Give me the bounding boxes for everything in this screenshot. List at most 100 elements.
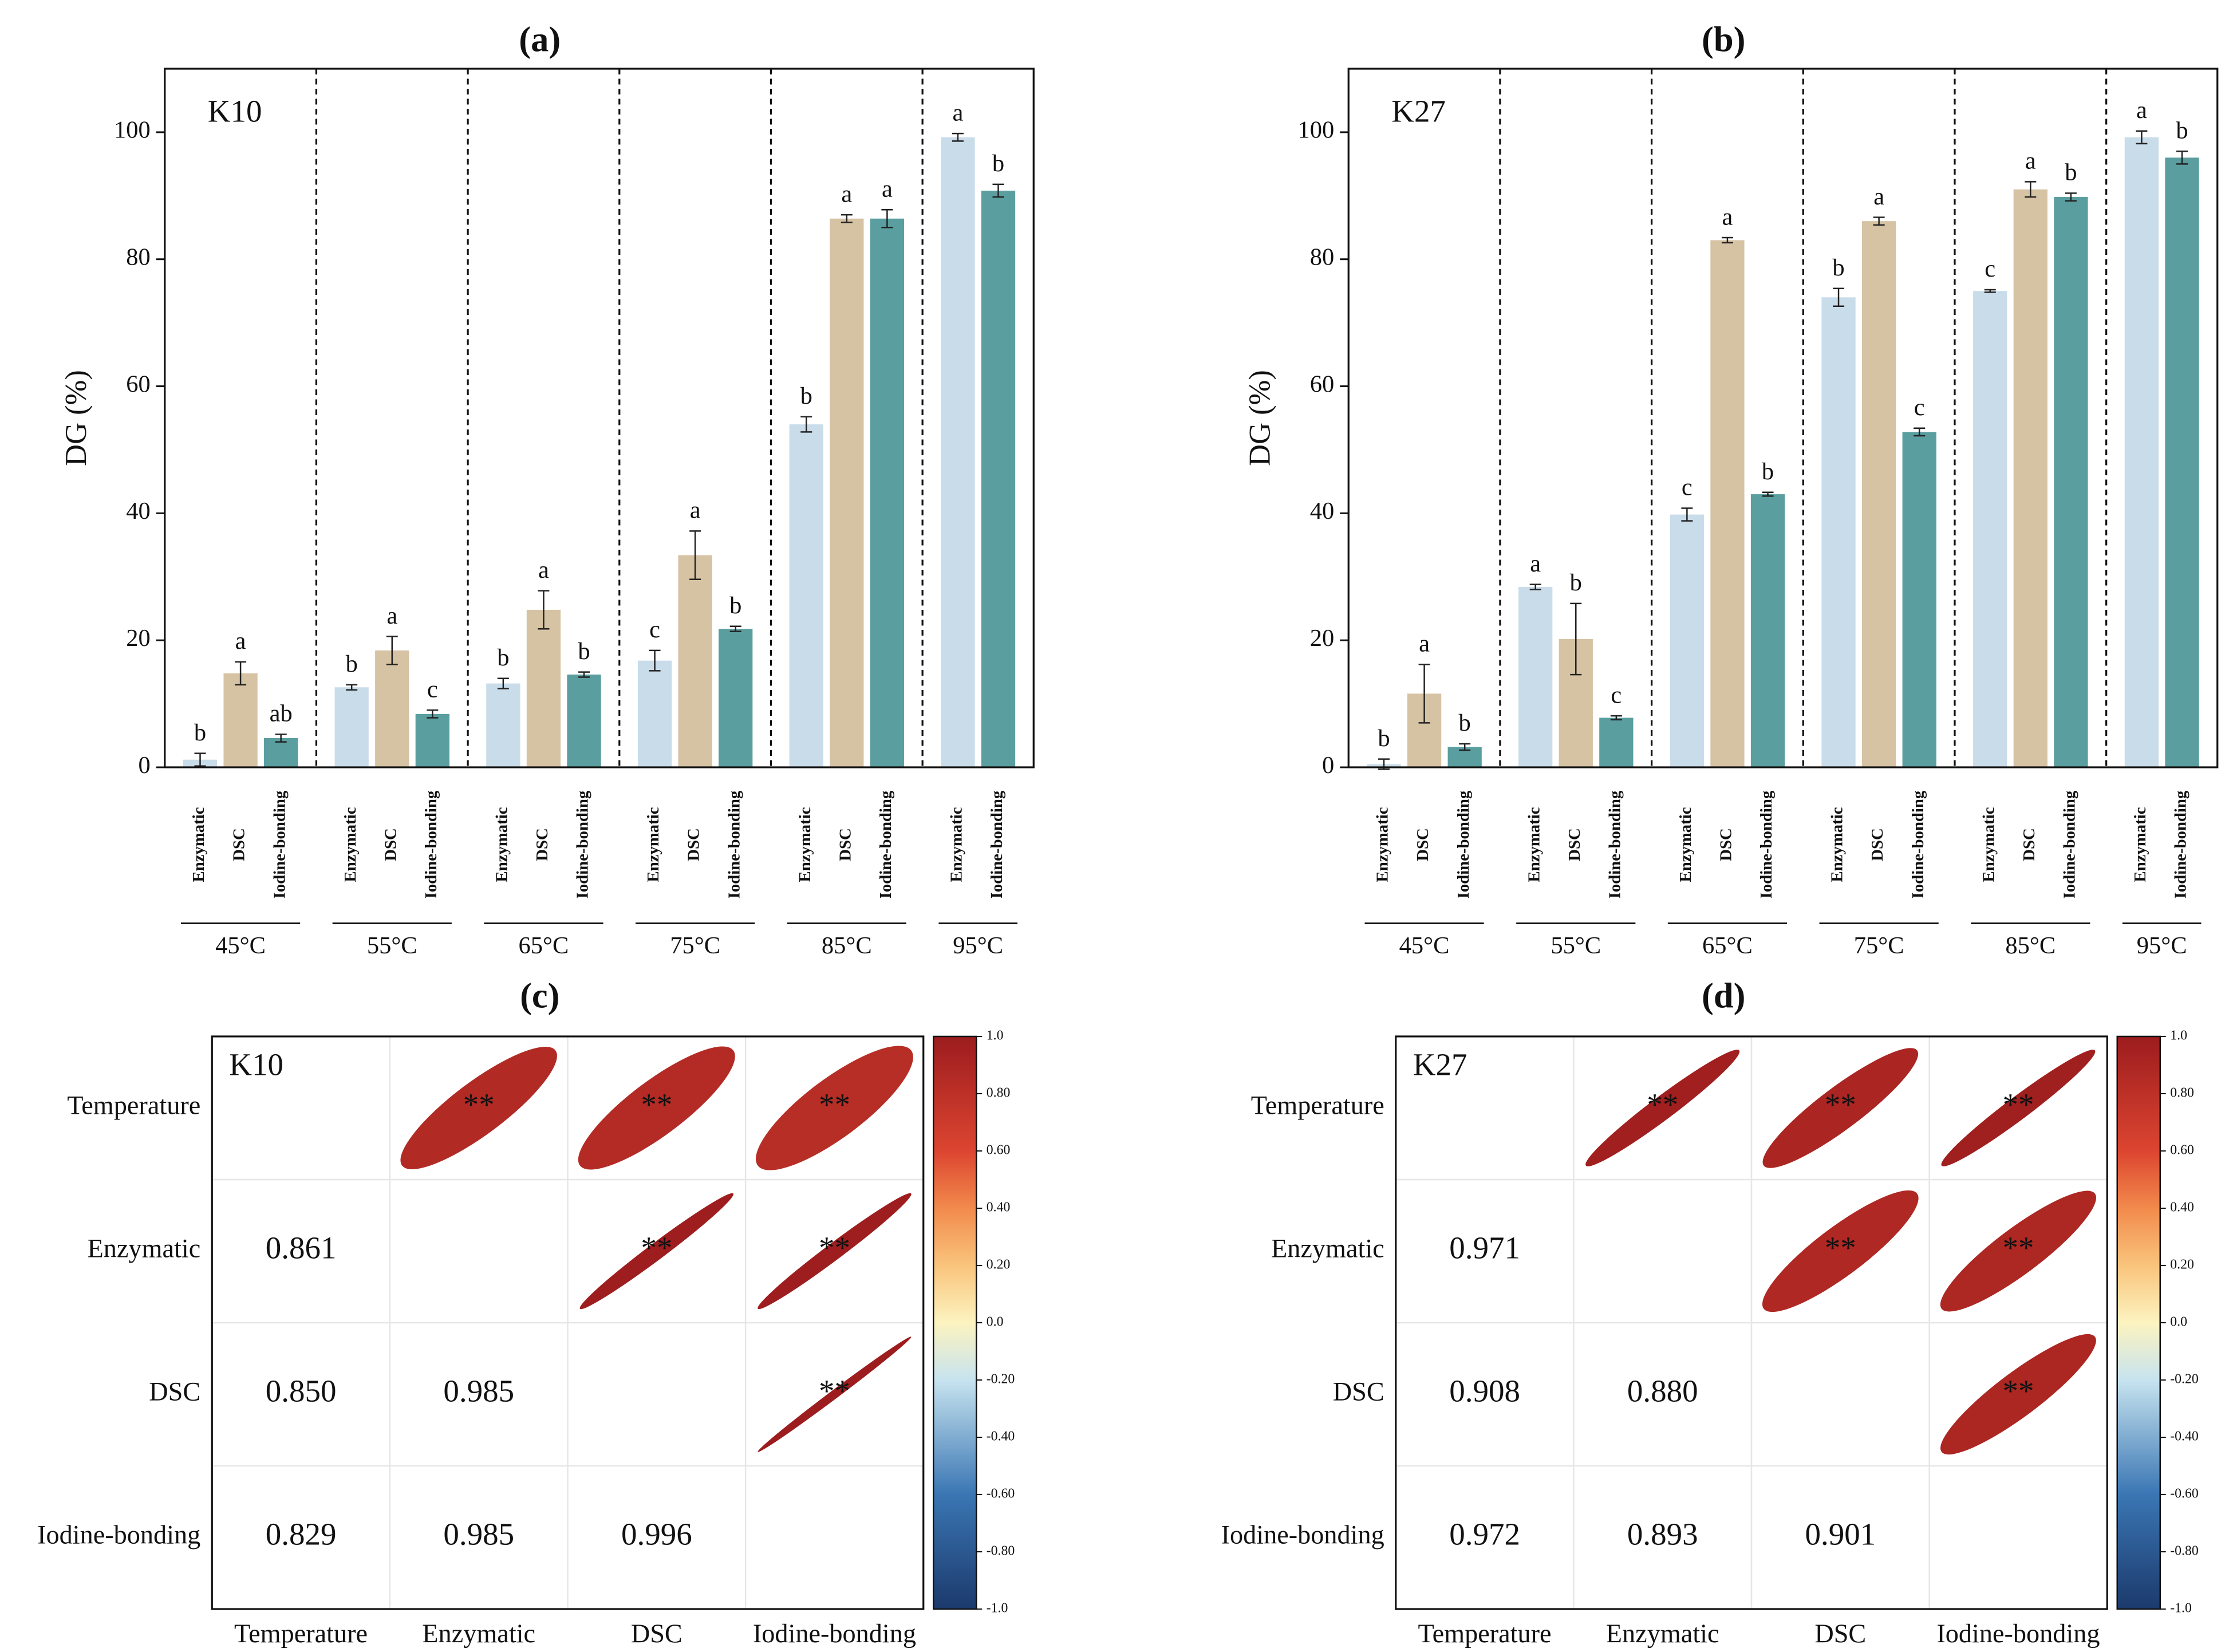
- significance-letter: a: [952, 99, 963, 126]
- significance-stars: **: [2002, 1231, 2034, 1265]
- correlation-ellipse: [758, 1336, 912, 1452]
- colorbar-tick-label: 0.60: [987, 1142, 1011, 1157]
- column-label: Enzymatic: [422, 1619, 535, 1649]
- bar-series-label: Iodine-bonding: [1454, 790, 1473, 898]
- plot-frame: [1347, 68, 2219, 768]
- row-label: DSC: [1333, 1378, 1384, 1407]
- significance-letter: b: [2065, 159, 2077, 186]
- significance-letter: b: [1570, 569, 1582, 596]
- y-tick-label: 0: [139, 752, 151, 779]
- significance-letter: b: [346, 650, 358, 677]
- matrix-frame: [1395, 1035, 2108, 1610]
- bar-series-label: Enzymatic: [492, 807, 511, 882]
- colorbar-tick-label: 1.0: [2170, 1028, 2187, 1043]
- correlation-ellipse: [1762, 1190, 1919, 1312]
- significance-letter: b: [1459, 709, 1471, 736]
- x-category-label: 65°C: [519, 932, 569, 959]
- bar-series-label: Enzymatic: [1374, 807, 1392, 882]
- correlation-value: 0.985: [443, 1517, 514, 1552]
- bar-series-label: DSC: [1868, 828, 1887, 861]
- bar-series-label: DSC: [1717, 828, 1735, 861]
- correlation-value: 0.972: [1449, 1517, 1520, 1552]
- column-label: DSC: [631, 1619, 682, 1649]
- significance-letter: c: [1985, 255, 1995, 282]
- bar-series-label: Iodine-bonding: [422, 790, 440, 898]
- significance-letter: a: [538, 557, 549, 583]
- correlation-value: 0.893: [1627, 1517, 1698, 1552]
- significance-stars: **: [2002, 1087, 2034, 1122]
- x-category-label: 55°C: [1551, 932, 1601, 959]
- significance-stars: **: [2002, 1374, 2034, 1409]
- column-label: Iodine-bonding: [753, 1619, 916, 1649]
- row-label: Temperature: [67, 1091, 200, 1121]
- bar: [2165, 157, 2199, 768]
- bar-series-label: Enzymatic: [796, 807, 814, 882]
- bar-series-label: Enzymatic: [2131, 807, 2149, 882]
- panel-annotation: K27: [1413, 1047, 1467, 1082]
- bar: [789, 424, 823, 767]
- row-label: Enzymatic: [1271, 1235, 1384, 1264]
- colorbar: [933, 1035, 977, 1610]
- bar: [1902, 432, 1936, 767]
- bar: [1821, 297, 1856, 767]
- panel-annotation: K27: [1391, 94, 1446, 129]
- bar-series-label: Iodine-bonding: [270, 790, 289, 898]
- x-category-label: 85°C: [2005, 932, 2056, 959]
- x-category-label: 85°C: [822, 932, 872, 959]
- bar-series-label: DSC: [2020, 828, 2038, 861]
- significance-letter: a: [1530, 550, 1541, 577]
- significance-letter: a: [690, 497, 701, 524]
- bar-series-label: Iodine-bonding: [877, 790, 895, 898]
- x-category-label: 75°C: [1854, 932, 1904, 959]
- significance-letter: b: [1762, 458, 1774, 485]
- colorbar-tick-label: -0.20: [987, 1371, 1015, 1386]
- x-category-label: 45°C: [215, 932, 266, 959]
- y-tick-label: 20: [1310, 625, 1335, 652]
- panel-title: (b): [1702, 19, 1745, 59]
- colorbar-tick-label: -1.0: [987, 1600, 1008, 1615]
- y-tick-label: 60: [126, 370, 151, 397]
- bar-series-label: Enzymatic: [190, 807, 208, 882]
- significance-stars: **: [819, 1374, 850, 1409]
- bar-series-label: Iodine-bonding: [574, 790, 592, 898]
- significance-letter: b: [194, 719, 206, 746]
- bar-series-label: DSC: [836, 828, 854, 861]
- bar: [1518, 587, 1553, 767]
- significance-letter: a: [841, 180, 852, 207]
- significance-stars: **: [1825, 1087, 1856, 1122]
- correlation-ellipse: [400, 1047, 557, 1169]
- bar: [678, 555, 712, 767]
- bar: [1861, 221, 1896, 767]
- row-label: Iodine-bonding: [37, 1521, 200, 1550]
- significance-letter: b: [800, 383, 812, 409]
- y-tick-label: 60: [1310, 370, 1335, 397]
- correlation-value: 0.971: [1449, 1231, 1520, 1265]
- correlation-value: 0.829: [266, 1517, 337, 1552]
- bar-series-label: Enzymatic: [1828, 807, 1847, 882]
- significance-stars: **: [463, 1087, 495, 1122]
- bar: [223, 673, 258, 767]
- significance-stars: **: [819, 1231, 850, 1265]
- bar-series-label: Iodine-bonding: [725, 790, 743, 898]
- bar: [1670, 514, 1705, 767]
- bar: [1973, 291, 2007, 768]
- bar: [415, 713, 449, 767]
- significance-letter: a: [2025, 148, 2036, 175]
- bar-series-label: Iodine-bonding: [2172, 790, 2190, 898]
- significance-letter: a: [235, 628, 246, 655]
- bar: [526, 609, 561, 767]
- significance-letter: c: [1611, 681, 1622, 708]
- bar: [637, 660, 672, 767]
- bar: [264, 738, 298, 767]
- significance-letter: a: [882, 175, 893, 202]
- correlation-ellipse: [1941, 1050, 2096, 1166]
- colorbar-tick-label: 0.60: [2170, 1142, 2194, 1157]
- colorbar-tick-label: 0.20: [2170, 1257, 2194, 1272]
- bar: [567, 675, 601, 767]
- significance-letter: b: [1832, 254, 1844, 281]
- bar-series-label: Enzymatic: [644, 807, 662, 882]
- y-axis-label: DG (%): [60, 370, 93, 466]
- colorbar-tick-label: 0.0: [2170, 1314, 2187, 1329]
- significance-letter: b: [1378, 725, 1390, 752]
